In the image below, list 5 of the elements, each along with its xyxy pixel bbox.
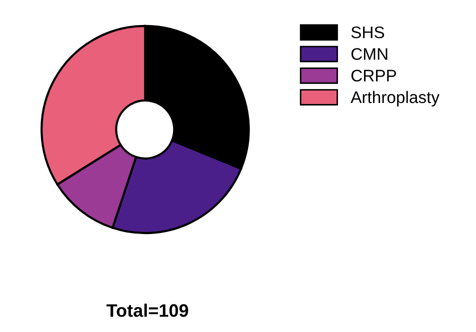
legend-label: Arthroplasty — [350, 90, 440, 106]
legend-label: CMN — [351, 48, 388, 60]
text: Total=109 — [106, 304, 188, 317]
legend-label: SHS — [351, 26, 384, 38]
legend-label: CRPP — [351, 70, 396, 82]
